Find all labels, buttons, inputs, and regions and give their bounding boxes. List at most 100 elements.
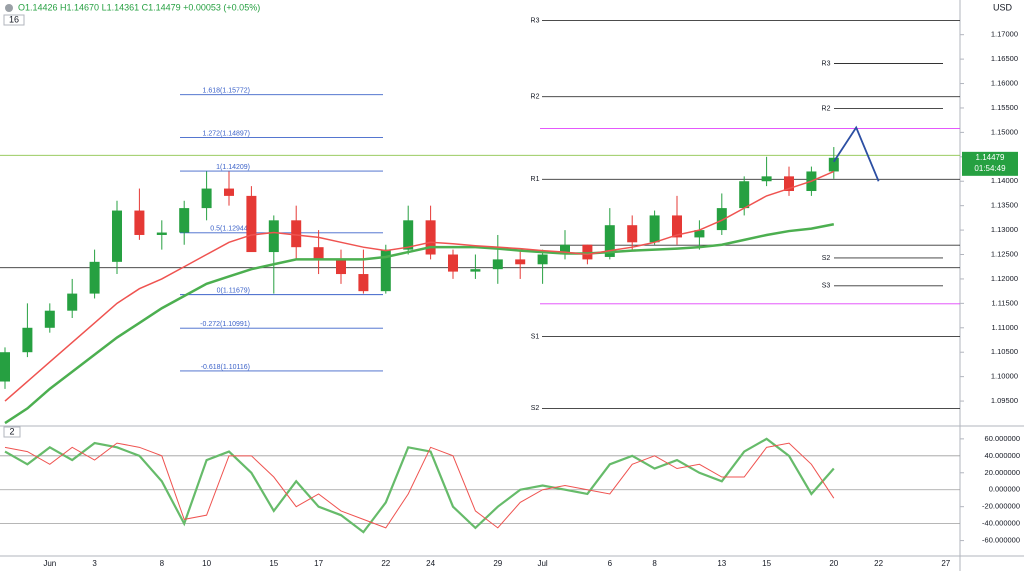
- level-label: S1: [531, 333, 540, 340]
- symbol-icon: [5, 4, 13, 12]
- currency: USD: [993, 2, 1013, 12]
- candle-body: [268, 220, 279, 253]
- candle-body: [179, 208, 190, 233]
- x-tick-label: 29: [493, 559, 502, 568]
- candle-body: [201, 188, 212, 209]
- badge[interactable]: [3, 426, 21, 438]
- level-label: 0(1.11679): [217, 287, 250, 294]
- osc-line: [4, 437, 835, 534]
- level-label: -0.618(1.10116): [201, 364, 250, 371]
- x-tick-label: 15: [762, 559, 771, 568]
- x-tick-label: 22: [874, 559, 883, 568]
- y-tick-label: -40.000000: [982, 519, 1020, 528]
- y-tick-label: 0.000000: [989, 485, 1020, 494]
- candle-body: [403, 220, 414, 250]
- y-tick-label: 60.000000: [985, 434, 1020, 443]
- candle-body: [44, 310, 55, 328]
- x-tick-label: 22: [381, 559, 390, 568]
- candle-body: [784, 176, 794, 192]
- y-tick-label: 40.000000: [985, 451, 1020, 460]
- x-tick-label: 8: [160, 559, 165, 568]
- candle-body: [156, 232, 167, 235]
- level-label: R3: [531, 17, 540, 24]
- candle-body: [112, 210, 122, 262]
- x-tick-label: 17: [314, 559, 323, 568]
- candle-body: [134, 210, 145, 235]
- level-label: -0.272(1.10991): [200, 321, 250, 328]
- x-tick-label: 15: [269, 559, 278, 568]
- candle-body: [537, 254, 548, 265]
- candle-body: [716, 208, 727, 231]
- y-tick-label: 1.17000: [991, 30, 1018, 39]
- level-label: R1: [531, 176, 540, 183]
- y-tick-label: 1.13500: [991, 201, 1018, 210]
- candle-body: [739, 181, 750, 209]
- candle-body: [22, 327, 33, 353]
- price-line: [4, 170, 835, 402]
- badge[interactable]: [3, 14, 25, 26]
- candle-body: [649, 215, 660, 243]
- candle-body: [761, 176, 772, 182]
- x-tick-label: 10: [202, 559, 211, 568]
- candle-body: [560, 244, 570, 255]
- candle-body: [448, 254, 458, 272]
- y-tick-label: 1.16000: [991, 79, 1018, 88]
- candle-body: [672, 215, 682, 238]
- candle-body: [246, 195, 257, 253]
- y-tick-label: 1.10000: [991, 372, 1018, 381]
- candle-body: [470, 269, 481, 272]
- y-tick-label: 1.12000: [991, 274, 1018, 283]
- x-tick-label: Jun: [43, 559, 56, 568]
- x-tick-label: 6: [608, 559, 613, 568]
- y-tick-label: 1.10500: [991, 347, 1018, 356]
- candle-body: [604, 225, 615, 257]
- candle-body: [515, 259, 526, 265]
- candle-body: [828, 157, 839, 172]
- y-tick-label: 1.16500: [991, 54, 1018, 63]
- y-tick-label: 1.15500: [991, 103, 1018, 112]
- candle-body: [425, 220, 436, 255]
- candle-body: [313, 247, 324, 260]
- level-label: R2: [531, 94, 540, 101]
- y-tick-label: -60.000000: [982, 536, 1020, 545]
- candle-body: [67, 293, 78, 311]
- candle-body: [0, 352, 10, 382]
- candle-body: [336, 259, 346, 275]
- level-label: S2: [822, 255, 831, 262]
- x-tick-label: 27: [941, 559, 950, 568]
- y-tick-label: 1.11500: [991, 298, 1018, 307]
- level-label: R3: [822, 60, 831, 67]
- candle-body: [89, 261, 100, 294]
- x-tick-label: 24: [426, 559, 435, 568]
- level-label: R2: [822, 105, 831, 112]
- y-tick-label: 1.12500: [991, 249, 1018, 258]
- y-tick-label: 20.000000: [985, 468, 1020, 477]
- y-tick-label: 1.11000: [991, 323, 1018, 332]
- x-tick-label: Jul: [537, 559, 547, 568]
- osc-line: [4, 442, 835, 529]
- level-label: 1(1.14209): [216, 164, 250, 171]
- price-line: [4, 222, 835, 425]
- y-tick-label: 1.14000: [991, 176, 1018, 185]
- candle-body: [291, 220, 302, 248]
- x-tick-label: 3: [92, 559, 97, 568]
- y-tick-label: -20.000000: [982, 502, 1020, 511]
- last-price: 1.14479: [976, 153, 1005, 162]
- y-tick-label: 1.13000: [991, 225, 1018, 234]
- level-label: 0.5(1.12944): [210, 226, 250, 233]
- candle-body: [380, 249, 391, 292]
- level-label: 1.272(1.14897): [203, 130, 250, 137]
- y-tick-label: 1.09500: [991, 396, 1018, 405]
- candle-body: [358, 274, 369, 292]
- x-tick-label: 8: [652, 559, 657, 568]
- candle-body: [694, 230, 705, 238]
- level-label: 1.618(1.15772): [203, 88, 250, 95]
- x-tick-label: 13: [717, 559, 726, 568]
- level-label: S2: [531, 405, 540, 412]
- level-label: S3: [822, 283, 831, 290]
- candle-body: [582, 244, 593, 260]
- y-tick-label: 1.15000: [991, 127, 1018, 136]
- pane-badge: 2: [9, 426, 14, 436]
